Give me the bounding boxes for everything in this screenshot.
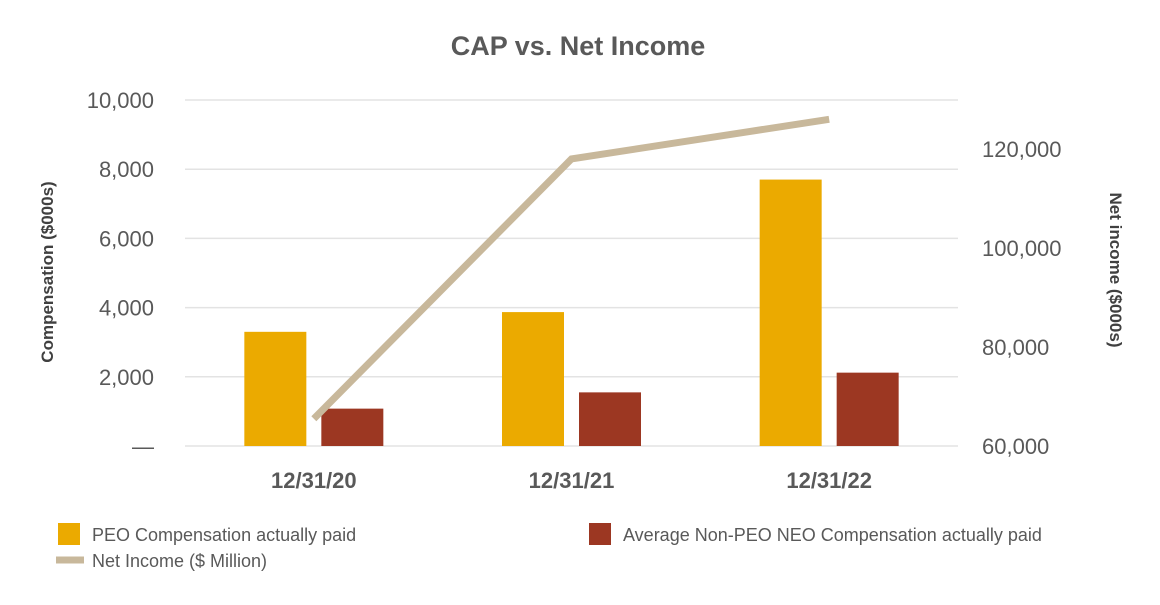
right-tick-label-120000: 120,000 xyxy=(982,137,1062,162)
x-tick-label-1: 12/31/21 xyxy=(529,468,615,493)
bar-non-peo-0 xyxy=(321,408,384,446)
x-axis-ticks: 12/31/20 12/31/21 12/31/22 xyxy=(271,468,872,493)
left-tick-label-8000: 8,000 xyxy=(99,157,154,182)
gridlines xyxy=(185,99,958,447)
legend-swatch-peo xyxy=(58,523,80,545)
right-tick-label-100000: 100,000 xyxy=(982,236,1062,261)
left-tick-label-10000: 10,000 xyxy=(87,88,154,113)
legend: PEO Compensation actually paid Average N… xyxy=(56,523,1042,571)
bar-peo-2 xyxy=(759,179,822,446)
left-axis-label: Compensation ($000s) xyxy=(38,181,57,362)
net-income-line xyxy=(311,115,830,422)
bar-peo-1 xyxy=(502,312,564,446)
left-axis-ticks: — 2,000 4,000 6,000 8,000 10,000 xyxy=(87,88,154,459)
legend-label-net-income: Net Income ($ Million) xyxy=(92,551,267,571)
net-income-line-group xyxy=(311,115,830,422)
right-tick-label-80000: 80,000 xyxy=(982,335,1049,360)
x-tick-label-2: 12/31/22 xyxy=(786,468,872,493)
left-tick-label-2000: 2,000 xyxy=(99,365,154,390)
right-axis-ticks: 60,000 80,000 100,000 120,000 xyxy=(982,137,1062,459)
chart-title: CAP vs. Net Income xyxy=(451,31,706,61)
legend-swatch-non-peo xyxy=(589,523,611,545)
legend-label-non-peo: Average Non-PEO NEO Compensation actuall… xyxy=(623,525,1042,545)
right-axis-label: Net income ($000s) xyxy=(1106,193,1125,348)
legend-label-peo: PEO Compensation actually paid xyxy=(92,525,356,545)
bar-peo-0 xyxy=(244,331,307,446)
bars xyxy=(244,179,899,446)
x-tick-label-0: 12/31/20 xyxy=(271,468,357,493)
left-tick-label-0: — xyxy=(132,434,154,459)
bar-non-peo-2 xyxy=(836,372,899,446)
left-tick-label-6000: 6,000 xyxy=(99,226,154,251)
left-tick-label-4000: 4,000 xyxy=(99,296,154,321)
bar-non-peo-1 xyxy=(579,392,641,446)
right-tick-label-60000: 60,000 xyxy=(982,434,1049,459)
